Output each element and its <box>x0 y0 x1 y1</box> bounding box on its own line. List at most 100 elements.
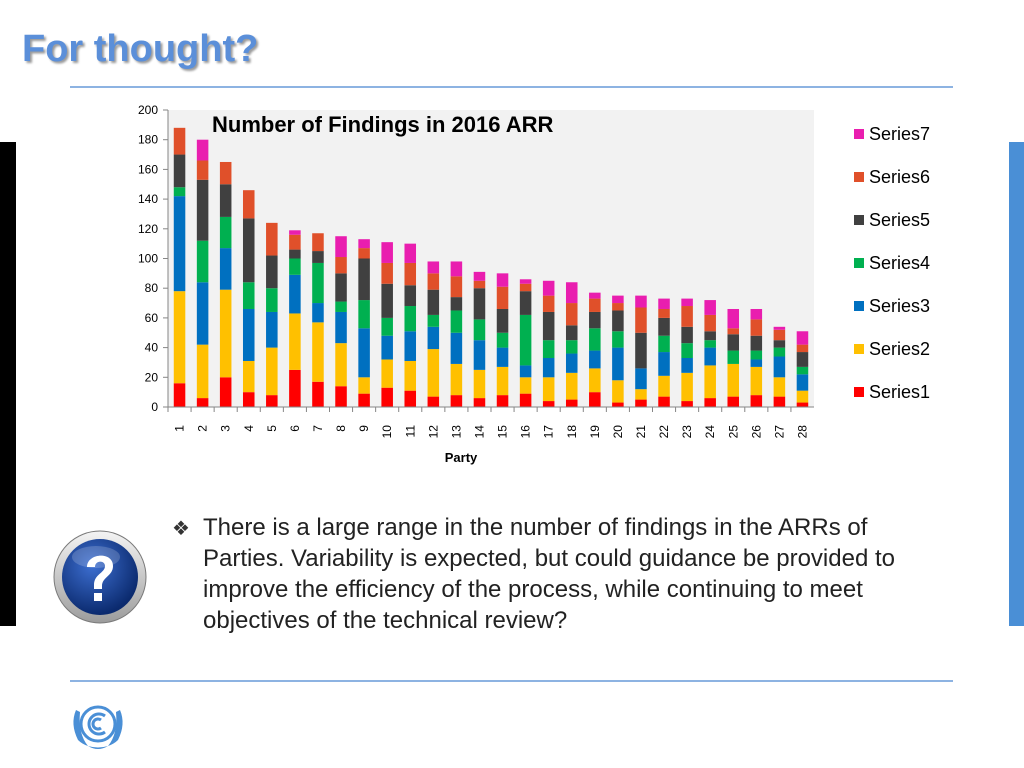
y-tick-label: 160 <box>138 162 158 176</box>
y-tick-label: 100 <box>138 252 158 266</box>
bar-segment <box>335 257 347 274</box>
bar-segment <box>196 398 209 407</box>
bar-segment <box>427 289 440 315</box>
bar-segment <box>427 273 440 290</box>
bar-segment <box>266 222 278 256</box>
bar-segment <box>727 328 740 335</box>
bar-segment <box>242 392 255 407</box>
bar-segment <box>681 326 693 344</box>
bar-segment <box>427 349 440 397</box>
bar-segment <box>542 295 555 312</box>
bar-segment <box>289 274 301 314</box>
x-tick-label: 1 <box>173 425 187 432</box>
bar-segment <box>219 184 232 217</box>
bar-segment <box>335 386 347 407</box>
bar-segment <box>219 161 232 185</box>
bar-segment <box>450 297 463 311</box>
bar-segment <box>750 308 763 320</box>
bar-segment <box>589 350 601 369</box>
bar-segment <box>496 308 509 333</box>
bar-segment <box>496 395 509 407</box>
bar-segment <box>750 350 763 360</box>
bar-segment <box>565 353 578 373</box>
legend-swatch <box>854 258 864 268</box>
bar-segment <box>335 236 347 258</box>
x-tick-label: 3 <box>219 425 233 432</box>
bar-segment <box>589 368 601 393</box>
x-tick-label: 4 <box>242 425 256 432</box>
bar-segment <box>704 365 716 399</box>
bar-segment <box>727 308 740 329</box>
bar-segment <box>542 311 555 341</box>
bar-segment <box>473 271 486 281</box>
bar-segment <box>289 258 301 275</box>
bar-segment <box>496 332 509 348</box>
bar-segment <box>519 279 532 284</box>
bar-segment <box>473 319 486 341</box>
bar-segment <box>565 340 578 354</box>
bar-segment <box>635 307 647 333</box>
bar-segment <box>750 319 763 336</box>
bar-segment <box>635 295 647 308</box>
y-tick-label: 200 <box>138 103 158 117</box>
plot-area <box>168 110 814 407</box>
bar-segment <box>658 298 670 309</box>
x-axis-title: Party <box>445 450 478 465</box>
bar-segment <box>173 383 186 407</box>
legend-swatch <box>854 301 864 311</box>
legend-swatch <box>854 129 864 139</box>
bar-segment <box>312 381 324 407</box>
bar-segment <box>704 300 716 315</box>
chart-legend: Series7 Series6 Series5 Series4 Series3 Serie… <box>854 124 930 402</box>
bar-segment <box>773 326 786 330</box>
legend-label: Series3 <box>869 296 930 316</box>
bar-segment <box>427 326 440 350</box>
bar-segment <box>727 363 740 397</box>
bar-segment <box>727 350 740 364</box>
bar-segment <box>450 395 463 407</box>
y-tick-label: 180 <box>138 133 158 147</box>
x-tick-label: 2 <box>196 425 210 432</box>
bar-segment <box>612 347 624 381</box>
x-tick-label: 21 <box>634 425 648 439</box>
bar-segment <box>773 396 786 407</box>
x-tick-label: 28 <box>795 425 809 439</box>
x-tick-label: 9 <box>357 425 371 432</box>
x-tick-label: 17 <box>542 425 556 439</box>
legend-swatch <box>854 215 864 225</box>
bar-segment <box>681 401 693 407</box>
bar-segment <box>612 380 624 403</box>
x-tick-label: 19 <box>588 425 602 439</box>
bar-segment <box>312 233 324 252</box>
x-tick-label: 5 <box>265 425 279 432</box>
bar-segment <box>381 387 393 407</box>
y-tick-label: 80 <box>145 281 159 295</box>
bar-segment <box>750 335 763 351</box>
bar-segment <box>635 368 647 390</box>
bar-segment <box>289 230 301 235</box>
bar-segment <box>219 248 232 290</box>
bar-segment <box>565 372 578 400</box>
bar-segment <box>450 363 463 396</box>
x-tick-label: 27 <box>772 425 786 439</box>
bar-segment <box>796 344 809 353</box>
y-tick-label: 60 <box>145 311 159 325</box>
bar-segment <box>519 377 532 394</box>
bar-segment <box>289 249 301 259</box>
bar-segment <box>496 347 509 367</box>
bar-segment <box>496 286 509 309</box>
bar-segment <box>404 243 417 263</box>
bar-segment <box>173 187 186 197</box>
bar-segment <box>381 283 393 318</box>
x-tick-label: 25 <box>726 425 740 439</box>
bar-segment <box>312 322 324 382</box>
bar-segment <box>173 154 186 188</box>
x-tick-label: 10 <box>380 425 394 439</box>
bar-segment <box>266 288 278 312</box>
bar-segment <box>381 317 393 336</box>
bar-segment <box>519 283 532 292</box>
left-accent-bar <box>0 142 16 626</box>
bar-segment <box>704 347 716 366</box>
bar-segment <box>796 402 809 407</box>
